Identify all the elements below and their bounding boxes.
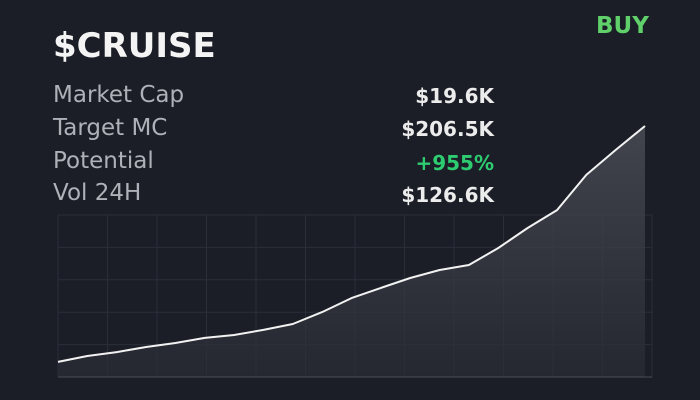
buy-button[interactable]: BUY [596,13,649,39]
stat-value: $206.5K [401,117,494,141]
stat-label: Target MC [53,115,168,141]
price-line [57,125,646,363]
stat-value: $126.6K [401,183,494,207]
stat-value: $19.6K [415,84,494,108]
stat-label: Market Cap [53,82,185,108]
stat-label: Vol 24H [53,180,142,206]
stat-label: Potential [53,148,154,174]
area-fill [58,126,645,377]
title: $CRUISE [53,26,216,66]
stat-value: +955% [415,151,494,175]
